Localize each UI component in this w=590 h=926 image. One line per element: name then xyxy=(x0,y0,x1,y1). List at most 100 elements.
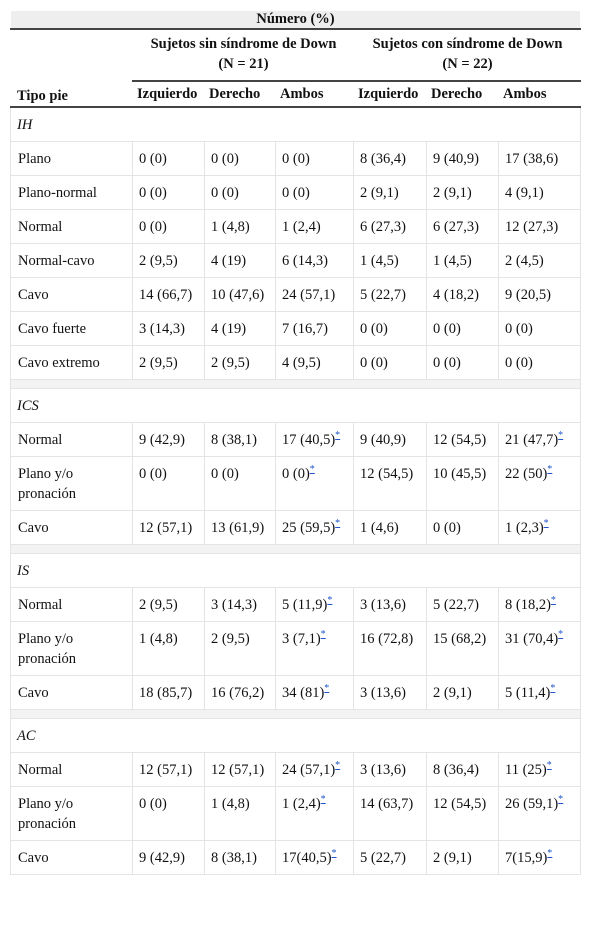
section-title: IH xyxy=(9,106,582,142)
data-row: Normal-cavo 2 (9,5) 4 (19) 6 (14,3) 1 (4,5) 1… xyxy=(10,243,582,278)
footnote-link[interactable]: * xyxy=(327,595,333,607)
cell: 3 (14,3) xyxy=(132,311,205,346)
group-line: Sujetos con síndrome de Down xyxy=(372,36,563,52)
cell-text: 7(15,9) xyxy=(505,850,548,866)
data-row: Plano y/o pronación 0 (0) 1 (4,8) 1 (2,4)* 1… xyxy=(10,786,582,841)
column-header: Tipo pie xyxy=(10,28,133,108)
cell: 4 (9,5) xyxy=(275,345,354,380)
cell-text: 21 (47,7) xyxy=(505,432,559,448)
data-row: Cavo 12 (57,1) 13 (61,9) 25 (59,5)* 1 (4,6) 0… xyxy=(10,510,582,545)
cell: 26 (59,1)* xyxy=(497,786,582,841)
data-row: Plano y/o pronación 0 (0) 0 (0) 0 (0)* 12 (5… xyxy=(10,456,582,511)
cell: 12 (27,3) xyxy=(497,209,582,244)
column-header: Ambos xyxy=(275,80,354,108)
row-label: Plano y/o pronación xyxy=(10,621,133,676)
group-row: Tipo pie Sujetos sin síndrome de Down (N … xyxy=(10,28,582,108)
cell: 0 (0) xyxy=(204,175,276,210)
footnote-link[interactable]: * xyxy=(558,430,564,442)
cell: 0 (0)* xyxy=(275,456,354,511)
cell: 0 (0) xyxy=(353,311,427,346)
footnote-link[interactable]: * xyxy=(331,848,337,860)
footnote-link[interactable]: * xyxy=(550,595,556,607)
cell: 0 (0) xyxy=(275,141,354,176)
section-row: ICS xyxy=(9,388,582,423)
footnote-link[interactable]: * xyxy=(335,430,341,442)
cell-text: 17 (40,5) xyxy=(282,432,336,448)
row-label: Normal xyxy=(10,752,133,787)
spacer-row xyxy=(9,379,582,389)
cell: 1 (4,8) xyxy=(132,621,205,676)
cell: 2 (9,1) xyxy=(426,675,499,710)
cell: 1 (4,5) xyxy=(426,243,499,278)
footnote-link[interactable]: * xyxy=(547,464,553,476)
data-row: Plano 0 (0) 0 (0) 0 (0) 8 (36,4) 9 (40,9) 17 (… xyxy=(10,141,582,176)
section-row: IS xyxy=(9,553,582,588)
row-label: Cavo extremo xyxy=(10,345,133,380)
footnote-link[interactable]: * xyxy=(320,794,326,806)
cell: 3 (13,6) xyxy=(353,587,427,622)
row-label: Plano y/o pronación xyxy=(10,456,133,511)
footnote-link[interactable]: * xyxy=(324,683,330,695)
footnote-link[interactable]: * xyxy=(558,794,564,806)
group-line: Sujetos sin síndrome de Down xyxy=(150,36,337,52)
cell-text: 34 (81) xyxy=(282,685,325,701)
cell: 31 (70,4)* xyxy=(497,621,582,676)
section-row: AC xyxy=(9,718,582,753)
footnote-link[interactable]: * xyxy=(309,464,315,476)
cell: 0 (0) xyxy=(275,175,354,210)
cell-text: 11 (25) xyxy=(505,762,547,778)
cell: 2 (9,5) xyxy=(204,345,276,380)
footnote-link[interactable]: * xyxy=(558,629,564,641)
footnote-link[interactable]: * xyxy=(543,518,549,530)
cell: 9 (40,9) xyxy=(426,141,499,176)
row-label: Plano-normal xyxy=(10,175,133,210)
row-label: Normal-cavo xyxy=(10,243,133,278)
footnote-link[interactable]: * xyxy=(550,683,556,695)
cell: 0 (0) xyxy=(353,345,427,380)
header-top: Número (%) xyxy=(9,10,582,30)
row-label: Normal xyxy=(10,209,133,244)
footnote-link[interactable]: * xyxy=(335,518,341,530)
footnote-link[interactable]: * xyxy=(335,760,341,772)
cell: 0 (0) xyxy=(426,345,499,380)
cell: 17 (40,5)* xyxy=(275,422,354,457)
cell: 14 (66,7) xyxy=(132,277,205,312)
cell: 2 (9,1) xyxy=(426,840,499,875)
cell: 22 (50)* xyxy=(497,456,582,511)
cell-text: 22 (50) xyxy=(505,466,548,482)
footnote-link[interactable]: * xyxy=(547,848,553,860)
column-header: Ambos xyxy=(497,80,582,108)
data-row: Normal 12 (57,1) 12 (57,1) 24 (57,1)* 3 (13,… xyxy=(10,752,582,787)
spacer-cell xyxy=(9,709,582,719)
group-line: (N = 22) xyxy=(442,56,493,72)
cell: 5 (22,7) xyxy=(426,587,499,622)
footnote-link[interactable]: * xyxy=(320,629,326,641)
cell-text: 1 (2,4) xyxy=(282,796,321,812)
cell: 6 (14,3) xyxy=(275,243,354,278)
cell: 3 (7,1)* xyxy=(275,621,354,676)
row-label: Plano y/o pronación xyxy=(10,786,133,841)
row-label: Cavo xyxy=(10,510,133,545)
row-label: Cavo xyxy=(10,840,133,875)
cell-text: 31 (70,4) xyxy=(505,631,559,647)
cell: 0 (0) xyxy=(132,209,205,244)
cell: 5 (22,7) xyxy=(353,840,427,875)
cell: 1 (2,4) xyxy=(275,209,354,244)
cell: 8 (18,2)* xyxy=(497,587,582,622)
cell: 0 (0) xyxy=(132,456,205,511)
cell: 12 (57,1) xyxy=(132,510,205,545)
cell: 17 (38,6) xyxy=(497,141,582,176)
cell: 3 (13,6) xyxy=(353,675,427,710)
column-header: Izquierdo xyxy=(353,80,427,108)
cell: 7 (16,7) xyxy=(275,311,354,346)
cell: 12 (54,5) xyxy=(353,456,427,511)
cell: 12 (57,1) xyxy=(204,752,276,787)
cell: 1 (2,4)* xyxy=(275,786,354,841)
footnote-link[interactable]: * xyxy=(546,760,552,772)
cell: 1 (4,5) xyxy=(353,243,427,278)
cell: 12 (57,1) xyxy=(132,752,205,787)
cell: 8 (36,4) xyxy=(353,141,427,176)
cell-text: 5 (11,4) xyxy=(505,685,551,701)
cell-text: 0 (0) xyxy=(282,466,310,482)
